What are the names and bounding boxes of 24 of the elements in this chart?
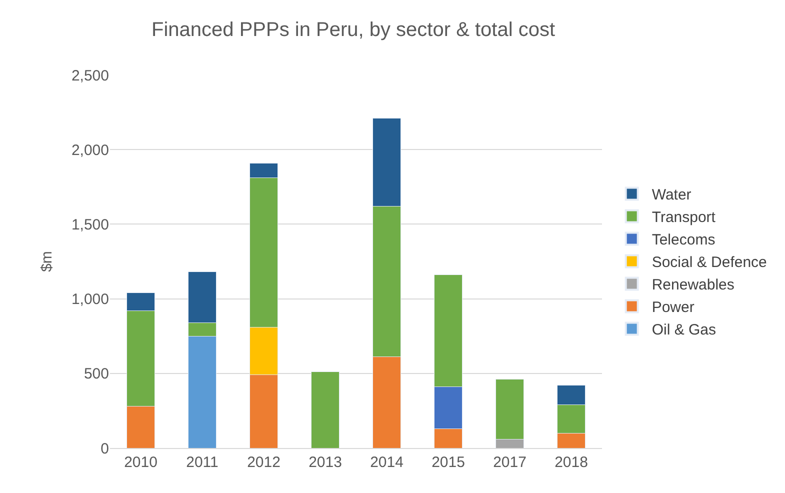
x-tick-label: 2015 bbox=[432, 454, 465, 471]
x-tick-label: 2014 bbox=[370, 454, 404, 471]
x-tick-label: 2012 bbox=[247, 454, 280, 471]
bar bbox=[311, 372, 340, 448]
x-tick-label: 2011 bbox=[186, 454, 218, 471]
legend-label: Transport bbox=[652, 209, 716, 226]
chart-title: Financed PPPs in Peru, by sector & total cost bbox=[151, 19, 556, 42]
legend-label: Water bbox=[652, 186, 692, 204]
x-tick-label: 2013 bbox=[308, 454, 342, 471]
legend-label: Power bbox=[652, 299, 694, 316]
legend-label: Telecoms bbox=[652, 232, 716, 249]
legend-label: Social & Defence bbox=[652, 254, 767, 272]
x-tick-label: 2017 bbox=[493, 454, 526, 471]
y-tick-label: 1,500 bbox=[71, 216, 109, 234]
y-tick-label: 2,000 bbox=[71, 142, 109, 159]
y-tick-label: 0 bbox=[100, 440, 109, 458]
y-axis-title: $m bbox=[38, 251, 56, 272]
x-tick-label: 2010 bbox=[124, 454, 158, 471]
y-tick-label: 500 bbox=[84, 366, 109, 383]
x-tick-label: 2018 bbox=[554, 454, 588, 471]
legend-label: Renewables bbox=[652, 276, 734, 294]
legend-label: Oil & Gas bbox=[652, 322, 716, 339]
y-tick-label: 2,500 bbox=[71, 67, 109, 84]
y-tick-label: 1,000 bbox=[71, 291, 109, 308]
